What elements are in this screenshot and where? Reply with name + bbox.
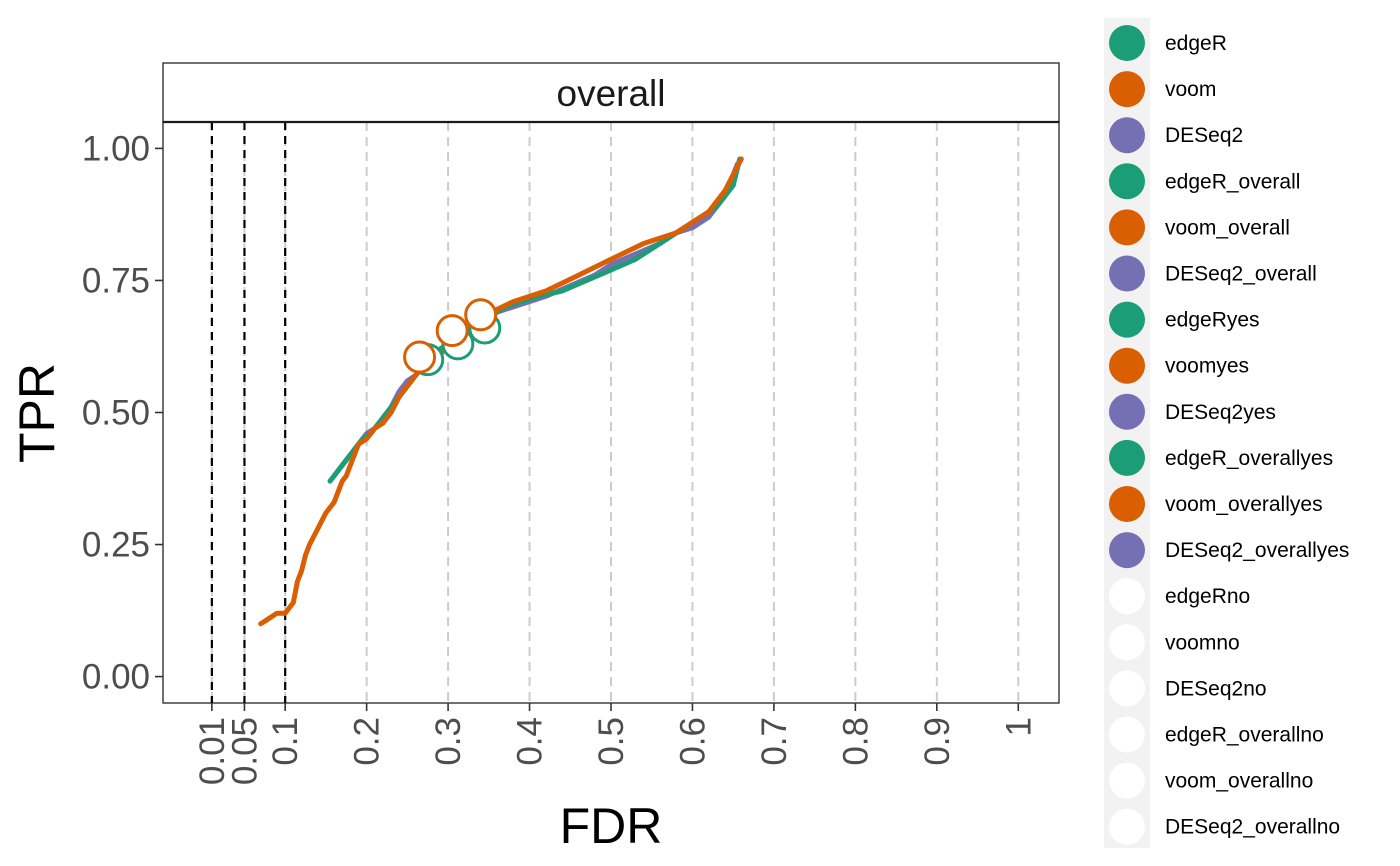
legend-label-15: edgeR_overallno: [1165, 724, 1324, 747]
legend-key-4: [1109, 209, 1145, 246]
legend-key-10: [1109, 486, 1145, 522]
legend-key-0: [1109, 25, 1145, 61]
legend-label-12: edgeRno: [1165, 585, 1250, 608]
legend-label-6: edgeRyes: [1165, 309, 1260, 332]
legend-label-10: voom_overallyes: [1165, 493, 1323, 516]
legend-key-background: [1104, 18, 1150, 848]
x-tick-label-10: 0.9: [918, 717, 957, 766]
legend-key-16: [1109, 762, 1145, 799]
legend-key-9: [1109, 439, 1145, 476]
x-tick-label-1: 0.05: [226, 717, 265, 785]
legend-key-3: [1109, 163, 1145, 200]
panel-title: overall: [557, 73, 666, 114]
gridlines: [210, 122, 1020, 703]
x-tick-label-4: 0.3: [429, 717, 468, 766]
legend-key-15: [1109, 716, 1145, 753]
point-voom-2: [464, 298, 498, 332]
x-tick-label-3: 0.2: [348, 717, 387, 766]
legend-key-14: [1109, 670, 1145, 707]
legend-label-11: DESeq2_overallyes: [1165, 539, 1349, 562]
legend-key-11: [1109, 532, 1145, 569]
operating-points: [403, 298, 502, 377]
y-axis-title: TPR: [9, 363, 65, 463]
legend-label-5: DESeq2_overall: [1165, 263, 1317, 286]
legend-label-3: edgeR_overall: [1165, 170, 1300, 193]
x-axis: 0.010.05 0.1 0.2 0.3 0.4 0.5 0.6 0.7 0.8 0.9 1: [193, 703, 1038, 785]
y-tick-label-3: 0.75: [82, 261, 150, 300]
legend-key-6: [1109, 301, 1145, 338]
x-tick-label-0: 0.01: [193, 717, 232, 785]
legend-key-2: [1109, 117, 1145, 154]
legend-label-17: DESeq2_overallno: [1165, 816, 1340, 839]
y-tick-label-2: 0.50: [82, 394, 150, 433]
x-tick-label-2: 0.1: [266, 717, 305, 766]
legend: edgeR voom DESeq2 edgeR_overall voom_overall…: [1104, 18, 1349, 848]
legend-key-7: [1109, 347, 1145, 384]
legend-label-4: voom_overall: [1165, 216, 1290, 239]
legend-label-8: DESeq2yes: [1165, 401, 1276, 424]
x-tick-label-11: 1: [999, 717, 1038, 736]
legend-label-1: voom: [1165, 78, 1216, 101]
legend-key-17: [1109, 808, 1145, 845]
x-tick-label-8: 0.7: [755, 717, 794, 766]
legend-label-13: voomno: [1165, 631, 1240, 654]
x-tick-label-5: 0.4: [511, 717, 550, 766]
point-voom-1: [435, 314, 469, 348]
y-tick-label-0: 0.00: [82, 658, 150, 697]
legend-label-2: DESeq2: [1165, 124, 1243, 147]
y-tick-label-4: 1.00: [82, 129, 150, 168]
x-tick-label-7: 0.6: [674, 717, 713, 766]
legend-label-9: edgeR_overallyes: [1165, 447, 1333, 470]
legend-label-0: edgeR: [1165, 32, 1227, 55]
legend-key-8: [1109, 393, 1145, 430]
y-axis: 0.00 0.25 0.50 0.75 1.00: [82, 129, 163, 697]
series-line-voom: [258, 156, 744, 627]
legend-label-7: voomyes: [1165, 355, 1249, 378]
legend-key-12: [1109, 578, 1145, 615]
x-tick-label-6: 0.5: [592, 717, 631, 766]
x-tick-label-9: 0.8: [836, 717, 875, 766]
legend-label-16: voom_overallno: [1165, 770, 1313, 793]
panel-strip: overall: [162, 62, 1060, 123]
y-tick-label-1: 0.25: [82, 526, 150, 565]
legend-key-1: [1109, 71, 1145, 108]
legend-key-13: [1109, 624, 1145, 661]
legend-label-14: DESeq2no: [1165, 677, 1267, 700]
legend-key-5: [1109, 255, 1145, 292]
x-axis-title: FDR: [560, 798, 663, 854]
point-voom-0: [403, 340, 437, 374]
panel-strip-box: [162, 62, 1060, 123]
